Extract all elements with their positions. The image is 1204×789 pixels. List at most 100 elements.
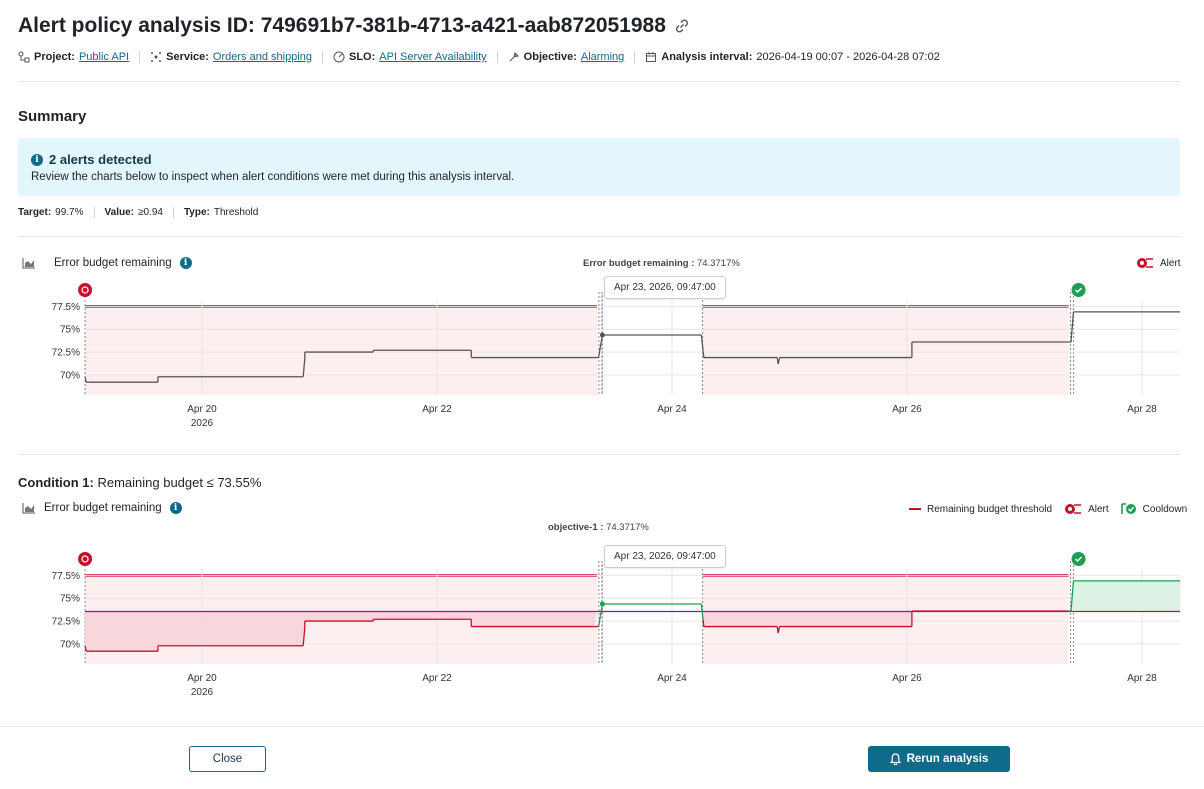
info-icon[interactable]: i	[169, 502, 182, 514]
service-label: Service:	[166, 51, 209, 63]
chart1-tooltip: Apr 23, 2026, 09:47:00	[604, 276, 726, 299]
service-link[interactable]: Orders and shipping	[212, 51, 312, 63]
alerts-banner: i 2 alerts detected Review the charts be…	[18, 138, 1180, 196]
chart2-readout: objective-1 : 74.3717%	[548, 522, 649, 533]
hover-point	[599, 332, 605, 338]
series-segment	[302, 358, 306, 377]
x-tick-label: Apr 20	[187, 404, 217, 415]
series-segment	[597, 603, 604, 627]
banner-body: Review the charts below to inspect when …	[31, 171, 515, 183]
legend-alert-label[interactable]: Alert	[1160, 257, 1181, 269]
series-segment	[1070, 580, 1075, 612]
chart2-tooltip: Apr 23, 2026, 09:47:00	[604, 545, 726, 568]
y-tick-label: 77.5%	[52, 571, 80, 582]
project-link[interactable]: Public API	[78, 51, 130, 63]
slo-label: SLO:	[348, 51, 376, 63]
series-segment	[597, 334, 604, 358]
meta-project: Project: Public API	[18, 51, 141, 63]
summary-stats: Target: 99.7% Value: ≥0.94 Type: Threshold	[18, 206, 278, 218]
series-segment	[302, 627, 306, 646]
legend-threshold-label[interactable]: Remaining budget threshold	[927, 503, 1053, 515]
series-segment	[702, 619, 705, 627]
link-icon[interactable]	[674, 18, 690, 34]
rerun-label: Rerun analysis	[906, 753, 989, 765]
chart-icon	[22, 258, 35, 269]
alert-legend-icon[interactable]	[1136, 257, 1154, 269]
page-title: Alert policy analysis ID: 749691b7-381b-…	[18, 14, 690, 38]
resolved-check-mark	[1075, 556, 1083, 562]
chart1-plot[interactable]: Apr 20 Apr 22 Apr 24 Apr 26 Apr 28 2026 77.5% 7…	[0, 280, 1204, 440]
info-icon: i	[31, 153, 43, 166]
x-tick-label: Apr 24	[657, 673, 687, 684]
chart2-title-text: Error budget remaining	[44, 502, 162, 514]
y-tick-label: 75%	[60, 594, 80, 605]
resolved-check-icon	[1071, 283, 1086, 297]
alert-bell-icon	[78, 283, 93, 297]
threshold-legend-swatch	[909, 508, 921, 510]
y-tick-label: 72.5%	[52, 617, 80, 628]
alert-bell-icon-inner	[81, 286, 89, 294]
chart1-readout: Error budget remaining : 74.3717%	[583, 258, 740, 269]
rerun-analysis-button[interactable]: Rerun analysis	[868, 746, 1010, 772]
y-tick-label: 72.5%	[52, 348, 80, 359]
alert-bell-icon	[78, 552, 93, 566]
summary-heading: Summary	[18, 108, 87, 125]
divider	[18, 81, 1180, 82]
alert-region	[85, 306, 597, 395]
series-segment	[84, 376, 87, 383]
below-threshold-fill	[702, 611, 1069, 633]
alert-bell-icon-inner	[81, 555, 89, 563]
below-threshold-fill	[85, 611, 597, 652]
condition-heading: Condition 1: Remaining budget ≤ 73.55%	[18, 475, 262, 490]
slo-link[interactable]: API Server Availability	[379, 51, 487, 63]
meta-slo: SLO: API Server Availability	[333, 51, 498, 63]
cooldown-legend-icon[interactable]	[1120, 503, 1137, 515]
series-segment	[1070, 311, 1075, 343]
meta-interval: Analysis interval: 2026-04-19 00:07 - 20…	[645, 51, 950, 63]
objective-icon	[509, 52, 519, 62]
legend-alert-label[interactable]: Alert	[1088, 503, 1109, 515]
info-icon[interactable]: i	[179, 257, 192, 269]
chart2-plot[interactable]: Apr 20 Apr 22 Apr 24 Apr 26 Apr 28 2026 77.5% 7…	[0, 549, 1204, 709]
interval-value: 2026-04-19 00:07 - 2026-04-28 07:02	[756, 51, 940, 63]
y-tick-label: 70%	[60, 370, 80, 381]
y-tick-label: 77.5%	[52, 302, 80, 313]
x-tick-label: Apr 26	[892, 673, 922, 684]
stat-type: Type: Threshold	[183, 206, 259, 218]
banner-title: i 2 alerts detected	[31, 152, 152, 167]
stat-value: Value: ≥0.94	[105, 206, 174, 218]
chart2-title: Error budget remaining i	[22, 502, 182, 514]
divider	[18, 454, 1180, 455]
chart2-legend: Remaining budget threshold Alert Cooldow…	[909, 503, 1187, 515]
bell-icon	[889, 753, 901, 765]
chart1-legend: Alert	[1136, 257, 1181, 269]
banner-title-text: 2 alerts detected	[49, 152, 152, 167]
alert-legend-icon[interactable]	[1064, 503, 1082, 515]
x-tick-sublabel: 2026	[191, 418, 214, 429]
hover-point	[599, 601, 605, 607]
calendar-icon	[646, 52, 657, 62]
objective-link[interactable]: Alarming	[580, 51, 625, 63]
x-tick-label: Apr 28	[1127, 404, 1157, 415]
series-segment	[777, 626, 781, 634]
close-button[interactable]: Close	[189, 746, 266, 772]
legend-cooldown-label[interactable]: Cooldown	[1142, 503, 1188, 515]
project-icon	[18, 51, 30, 63]
x-tick-sublabel: 2026	[191, 687, 214, 698]
divider	[18, 236, 1180, 237]
meta-service: Service: Orders and shipping	[150, 51, 323, 63]
page-title-text: Alert policy analysis ID: 749691b7-381b-…	[18, 14, 666, 37]
x-tick-label: Apr 28	[1127, 673, 1157, 684]
alert-region	[702, 306, 1069, 395]
slo-icon	[333, 51, 345, 63]
service-icon	[151, 52, 162, 62]
series-segment	[84, 645, 87, 652]
chart1-title: Error budget remaining i	[22, 257, 192, 269]
interval-label: Analysis interval:	[661, 51, 753, 63]
meta-bar: Project: Public API Service: Orders and …	[18, 50, 960, 64]
cooldown-fill	[1071, 580, 1180, 612]
y-tick-label: 70%	[60, 639, 80, 650]
series-segment	[702, 350, 705, 358]
objective-label: Objective:	[523, 51, 577, 63]
chart1-title-text: Error budget remaining	[54, 257, 172, 269]
